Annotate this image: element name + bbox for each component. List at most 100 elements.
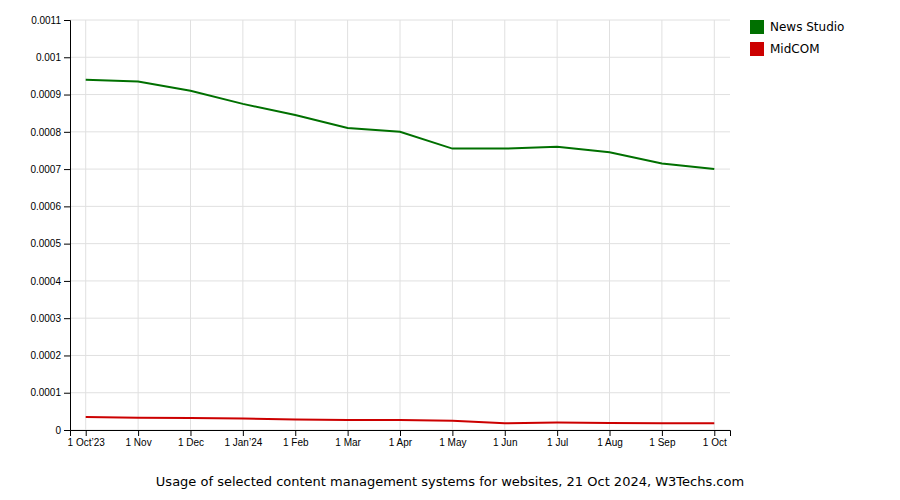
tick: 0.001 bbox=[36, 52, 70, 63]
tick-label: 1 Apr bbox=[389, 437, 413, 448]
tick-mark bbox=[64, 95, 70, 96]
tick-label: 0.0004 bbox=[30, 276, 61, 287]
tick-mark bbox=[64, 318, 70, 319]
tick-mark bbox=[714, 430, 715, 436]
tick: 1 Oct’23 bbox=[68, 430, 106, 448]
tick-label: 1 Jan’24 bbox=[224, 437, 262, 448]
tick: 0 bbox=[55, 425, 70, 436]
tick: 1 May bbox=[439, 430, 466, 448]
tick: 0.0001 bbox=[30, 387, 70, 398]
tick-label: 0.0011 bbox=[31, 15, 61, 26]
tick-label: 1 Feb bbox=[283, 437, 309, 448]
tick-mark bbox=[662, 430, 663, 436]
tick-mark bbox=[452, 430, 453, 436]
tick-mark bbox=[64, 206, 70, 207]
tick: 0.0002 bbox=[30, 350, 70, 361]
tick-mark bbox=[64, 355, 70, 356]
tick-mark bbox=[190, 430, 191, 436]
tick-label: 1 May bbox=[439, 437, 466, 448]
tick-mark bbox=[64, 57, 70, 58]
tick-mark bbox=[86, 430, 87, 436]
tick-label: 0.0007 bbox=[30, 164, 61, 175]
grid-line bbox=[609, 20, 610, 430]
title: Usage of selected content management sys… bbox=[156, 474, 744, 489]
grid-line bbox=[85, 20, 86, 430]
legend-item: News Studio bbox=[750, 20, 844, 34]
series-line bbox=[86, 417, 715, 423]
tick-mark bbox=[64, 430, 70, 431]
tick-label: 1 Dec bbox=[178, 437, 204, 448]
tick: 0.0006 bbox=[30, 201, 70, 212]
tick-mark bbox=[610, 430, 611, 436]
tick-label: 0.0006 bbox=[30, 201, 61, 212]
grid-line bbox=[295, 20, 296, 430]
tick: 0.0009 bbox=[30, 89, 70, 100]
tick-label: 0.0009 bbox=[30, 89, 61, 100]
tick-mark bbox=[243, 430, 244, 436]
series-line bbox=[86, 80, 715, 169]
chart: 0 0.0001 0.0002 0.0003 0.0004 0.0005 0.0006 0.0… bbox=[0, 0, 900, 500]
tick-label: 1 Nov bbox=[126, 437, 152, 448]
grid-line bbox=[242, 20, 243, 430]
grid-line bbox=[400, 20, 401, 430]
legend-label: MidCOM bbox=[770, 42, 819, 56]
tick: 1 Aug bbox=[597, 430, 623, 448]
tick: 1 Jan’24 bbox=[224, 430, 262, 448]
tick-label: 1 Aug bbox=[597, 437, 623, 448]
tick-label: 1 Oct bbox=[703, 437, 727, 448]
grid bbox=[70, 20, 730, 430]
tick: 0.0011 bbox=[31, 15, 70, 26]
tick-label: 0 bbox=[55, 425, 61, 436]
tick-label: 0.0005 bbox=[30, 238, 61, 249]
x-axis: 1 Oct’23 1 Nov 1 Dec 1 Jan’24 1 Feb 1 Mar 1 Ap… bbox=[68, 430, 731, 448]
tick: 1 Jun bbox=[493, 430, 517, 448]
grid-line bbox=[504, 20, 505, 430]
tick: 1 Mar bbox=[335, 430, 361, 448]
tick-mark bbox=[348, 430, 349, 436]
tick-label: 1 Jul bbox=[547, 437, 568, 448]
grid-line bbox=[661, 20, 662, 430]
tick: 0.0008 bbox=[30, 127, 70, 138]
legend: News Studio MidCOM bbox=[750, 20, 844, 56]
tick-label: 0.0008 bbox=[30, 127, 61, 138]
grid-line bbox=[714, 20, 715, 430]
tick-mark bbox=[295, 430, 296, 436]
tick-label: 1 Mar bbox=[335, 437, 361, 448]
tick: 1 Feb bbox=[283, 430, 309, 448]
tick-mark bbox=[64, 244, 70, 245]
tick-mark bbox=[138, 430, 139, 436]
tick: 1 Dec bbox=[178, 430, 204, 448]
tick-mark bbox=[64, 20, 70, 21]
tick-label: 1 Jun bbox=[493, 437, 517, 448]
tick-mark bbox=[64, 393, 70, 394]
legend-label: News Studio bbox=[770, 20, 844, 34]
tick-label: 0.0001 bbox=[30, 387, 61, 398]
tick-label: 1 Oct’23 bbox=[68, 437, 106, 448]
tick: 0.0005 bbox=[30, 238, 70, 249]
tick-mark bbox=[557, 430, 558, 436]
legend-swatch bbox=[750, 20, 764, 34]
tick: 1 Oct bbox=[703, 430, 727, 448]
grid-line bbox=[452, 20, 453, 430]
tick: 1 Jul bbox=[547, 430, 568, 448]
tick-label: 0.0003 bbox=[30, 313, 61, 324]
tick-mark bbox=[400, 430, 401, 436]
tick-mark bbox=[64, 169, 70, 170]
legend-swatch bbox=[750, 42, 764, 56]
axis-line bbox=[64, 21, 71, 431]
tick-label: 1 Sep bbox=[649, 437, 676, 448]
tick: 1 Sep bbox=[649, 430, 676, 448]
y-axis: 0 0.0001 0.0002 0.0003 0.0004 0.0005 0.0006 0.0… bbox=[30, 15, 70, 436]
tick-mark bbox=[64, 132, 70, 133]
tick: 0.0004 bbox=[30, 276, 70, 287]
tick-mark bbox=[64, 281, 70, 282]
lines bbox=[86, 80, 715, 424]
tick: 1 Nov bbox=[126, 430, 152, 448]
tick: 1 Apr bbox=[389, 430, 413, 448]
legend-item: MidCOM bbox=[750, 42, 819, 56]
axis-line bbox=[71, 431, 731, 437]
tick: 0.0003 bbox=[30, 313, 70, 324]
grid-line bbox=[347, 20, 348, 430]
grid-line bbox=[190, 20, 191, 430]
tick-mark bbox=[505, 430, 506, 436]
